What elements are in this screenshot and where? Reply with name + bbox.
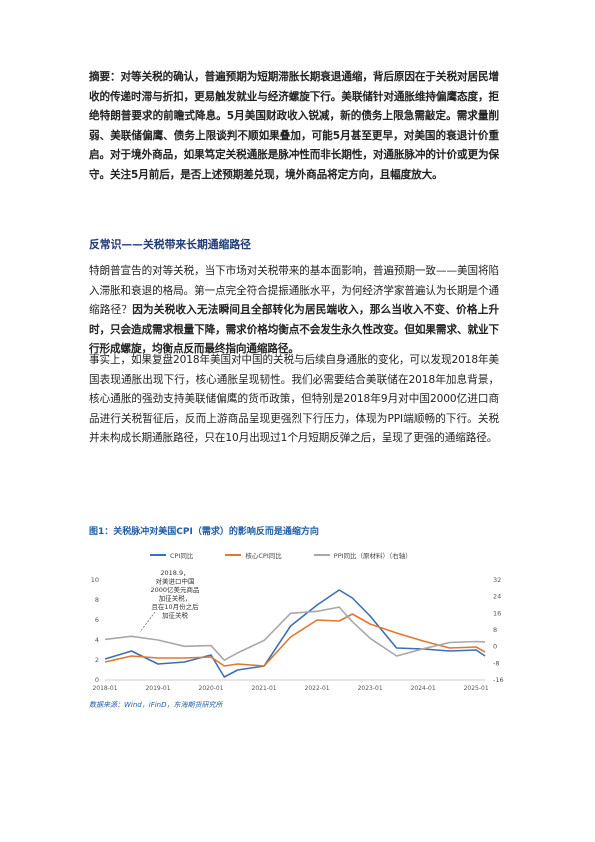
x-tick-label: 2022-01	[305, 685, 330, 692]
legend-label-core: 核心CPI同比	[245, 552, 282, 560]
y-left-tick-label: 8	[95, 596, 99, 604]
chart-annotation-line: 2000亿美元商品	[150, 585, 199, 594]
chart-annotation-line: 加征关税	[162, 611, 189, 620]
y-left-tick-label: 6	[95, 616, 99, 624]
y-right-tick-label: -16	[493, 676, 504, 684]
series-line-0	[104, 589, 486, 678]
y-left-tick-label: 4	[95, 636, 99, 644]
y-right-tick-label: 0	[493, 643, 497, 651]
legend-item-cpi: CPI同比	[150, 550, 193, 560]
y-right-tick-label: 8	[493, 626, 497, 634]
chart-annotation: 2018.9，对美进口中国 2000亿美元商品加征关税，且在10月份之后加征关税	[150, 569, 199, 620]
x-tick-label: 2023-01	[358, 685, 383, 692]
x-tick-label: 2024-01	[411, 685, 436, 692]
legend-item-ppi: PPI同比（原材料）（右轴）	[313, 550, 412, 560]
y-right-tick-label: -8	[493, 659, 499, 667]
legend-item-core: 核心CPI同比	[225, 550, 282, 560]
chart-annotation-line: 加征关税，	[159, 594, 192, 603]
y-right-tick-label: 32	[493, 576, 501, 584]
paragraph-2: 事实上，如果复盘2018年美国对中国的关税与后续自身通胀的变化，可以发现2018…	[89, 354, 499, 445]
legend-swatch-ppi	[313, 554, 330, 556]
series-line-1	[104, 613, 486, 667]
abstract-label: 摘要：	[89, 71, 121, 83]
y-left-tick-label: 0	[95, 676, 99, 684]
legend-label-ppi: PPI同比（原材料）（右轴）	[333, 552, 412, 560]
x-tick-label: 2018-01	[92, 685, 117, 692]
chart-annotation-line: 2018.9，	[160, 569, 189, 577]
chart-annotation-line: 对美进口中国	[156, 577, 195, 586]
y-left-tick-label: 2	[95, 656, 99, 664]
x-tick-label: 2021-01	[252, 685, 277, 692]
chart-legend: CPI同比 核心CPI同比 PPI同比（原材料）（右轴）	[150, 550, 412, 560]
x-tick-label: 2025-01	[464, 685, 489, 692]
legend-swatch-cpi	[150, 554, 166, 556]
x-tick-label: 2020-01	[199, 685, 224, 692]
paragraph-1-bold: 因为关税收入无法瞬间且全部转化为居民端收入，那么当收入不变、价格上升时，只会造成…	[89, 304, 499, 356]
figure-source: 数据来源：Wind，iFinD，东海期货研究所	[89, 701, 223, 709]
x-tick-label: 2019-01	[145, 685, 170, 692]
figure-title: 图1：关税脉冲对美国CPI（需求）的影响反而是通缩方向	[89, 527, 319, 537]
legend-label-cpi: CPI同比	[170, 552, 194, 560]
abstract-paragraph: 摘要：对等关税的确认，普遍预期为短期滞胀长期衰退通缩，背后原因在于关税对居民增收…	[89, 68, 499, 186]
section-heading: 反常识——关税带来长期通缩路径	[89, 238, 251, 251]
paragraph-1: 特朗普宣告的对等关税，当下市场对关税带来的基本面影响，普遍预期一致——美国将陷入…	[89, 262, 499, 360]
paragraph-1-normal: 特朗普宣告的对等关税，当下市场对关税带来的基本面影响，普遍预期一致——美国将陷入…	[89, 265, 499, 317]
chart-annotation-line: 且在10月份之后	[151, 602, 199, 611]
annotation-arrow	[139, 611, 156, 633]
legend-swatch-core	[225, 554, 242, 556]
abstract-text: 对等关税的确认，普遍预期为短期滞胀长期衰退通缩，背后原因在于关税对居民增收的传递…	[89, 71, 499, 181]
y-right-tick-label: 16	[493, 609, 501, 617]
series-line-2	[104, 606, 486, 662]
y-right-tick-label: 24	[493, 593, 501, 601]
y-left-tick-label: 10	[91, 576, 99, 584]
